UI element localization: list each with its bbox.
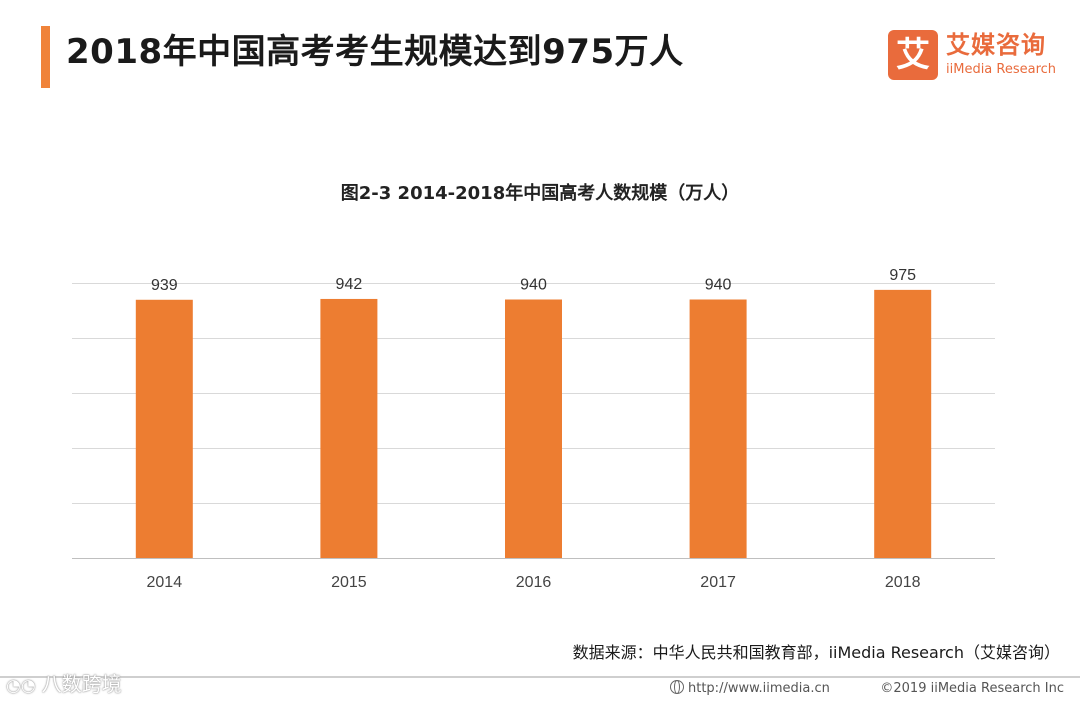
bar xyxy=(505,299,562,558)
footer-url-text[interactable]: http://www.iimedia.cn xyxy=(688,681,830,696)
data-label: 940 xyxy=(705,277,732,294)
x-tick-label: 2015 xyxy=(331,574,367,591)
bar xyxy=(135,299,193,558)
data-label: 975 xyxy=(889,267,916,284)
x-tick-label: 2018 xyxy=(885,574,921,591)
x-tick-label: 2017 xyxy=(700,574,736,591)
footer-url[interactable]: http://www.iimedia.cn xyxy=(670,680,830,698)
data-label: 942 xyxy=(336,276,363,293)
logo-mark-icon: 艾 xyxy=(888,30,938,80)
logo-name-en: iiMedia Research xyxy=(946,62,1057,77)
watermark-text: 八数跨境 xyxy=(41,672,122,696)
footer-copyright: ©2019 iiMedia Research Inc xyxy=(880,681,1064,696)
brand-logo: 艾 艾媒咨询 iiMedia Research xyxy=(888,30,1063,86)
watermark: ◔◔ 八数跨境 xyxy=(6,671,122,699)
logo-name-cn: 艾媒咨询 xyxy=(946,31,1046,59)
x-tick-label: 2014 xyxy=(147,574,183,591)
bar xyxy=(689,299,747,558)
globe-icon xyxy=(670,680,684,694)
data-label: 940 xyxy=(520,277,547,294)
page-title: 2018年中国高考考生规模达到975万人 xyxy=(66,32,684,72)
data-source: 数据来源：中华人民共和国教育部，iiMedia Research（艾媒咨询） xyxy=(572,643,1060,662)
bar xyxy=(320,298,378,558)
watermark-logo-icon: ◔◔ xyxy=(6,676,36,696)
x-tick-label: 2016 xyxy=(516,574,552,591)
bar xyxy=(874,289,932,558)
data-label: 939 xyxy=(151,277,178,294)
footer-divider xyxy=(0,676,1080,678)
title-accent-bar xyxy=(41,26,50,88)
chart-title: 图2-3 2014-2018年中国高考人数规模（万人） xyxy=(340,183,740,204)
